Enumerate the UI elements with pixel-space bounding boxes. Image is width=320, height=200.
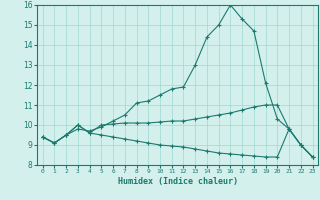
X-axis label: Humidex (Indice chaleur): Humidex (Indice chaleur) bbox=[118, 177, 237, 186]
